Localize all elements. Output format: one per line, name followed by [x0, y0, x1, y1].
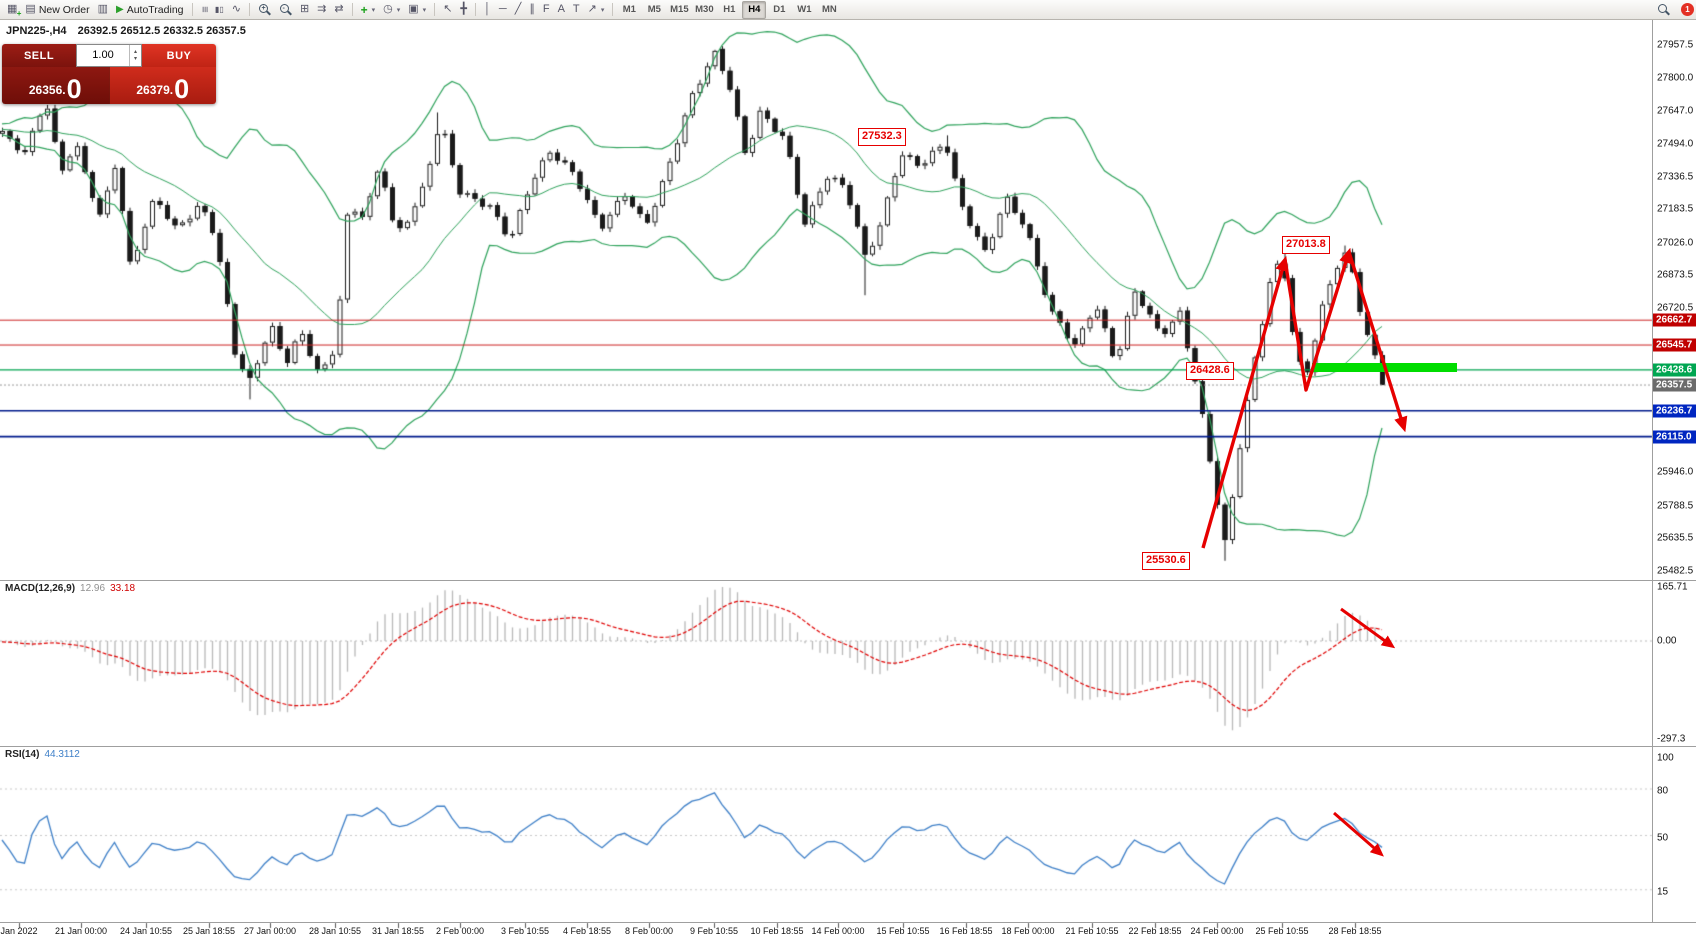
autotrading-button[interactable]: ▶ AutoTrading: [112, 0, 188, 19]
market-watch-button[interactable]: ▥: [94, 0, 112, 19]
horizontal-line-button[interactable]: ─: [495, 0, 511, 19]
timeframe-d1-button[interactable]: D1: [773, 4, 786, 15]
spin-up-icon: ▴: [133, 49, 137, 55]
sell-button[interactable]: SELL: [2, 44, 76, 67]
new-order-label: New Order: [38, 3, 90, 16]
text-icon: A: [557, 3, 565, 15]
zoom-out-button[interactable]: -: [275, 0, 296, 19]
chart-symbol-title: JPN225-,H4: [6, 25, 67, 37]
timeframes-toolbar: M1 M5 M15 M30 H1 H4 D1 W1 MN: [617, 0, 841, 19]
chart-ohlc-values: 26392.5 26512.5 26332.5 26357.5: [77, 25, 246, 37]
pane-separator[interactable]: [0, 922, 1696, 923]
toolbar-separator: [475, 3, 477, 16]
buy-button[interactable]: BUY: [142, 44, 216, 67]
spin-down-icon: ▾: [133, 56, 137, 62]
timeframe-m15-button[interactable]: M15: [670, 4, 689, 15]
templates-button[interactable]: ▣ ▾: [404, 0, 430, 19]
toolbar-separator: [248, 3, 250, 16]
template-icon: ▣: [408, 3, 419, 15]
toolbar-separator: [612, 3, 614, 16]
text-button[interactable]: A: [554, 0, 569, 19]
pane-separator[interactable]: [0, 746, 1696, 747]
auto-scroll-button[interactable]: ⇉: [313, 0, 330, 19]
autotrading-play-icon: ▶: [115, 4, 124, 15]
new-order-icon: ▤: [25, 3, 36, 15]
candlestick-chart-button[interactable]: ▮▯: [211, 0, 228, 19]
volume-stepper[interactable]: ▴ ▾: [129, 45, 141, 66]
price-axis-border: [1652, 19, 1653, 922]
zoom-out-icon: -: [279, 3, 292, 16]
timeframe-w1-button[interactable]: W1: [797, 4, 812, 15]
arrows-button[interactable]: ↗ ▾: [584, 0, 609, 19]
cursor-icon: ↖: [443, 3, 453, 15]
timeframe-m1-button[interactable]: M1: [622, 4, 636, 15]
fibonacci-button[interactable]: F: [539, 0, 554, 19]
chevron-down-icon: ▾: [600, 6, 605, 14]
market-watch-icon: ▥: [97, 3, 108, 15]
toolbar-right-group: 1: [1653, 0, 1696, 19]
main-toolbar: ▦ + ▤ New Order ▥ ▶ AutoTrading ≡ ▮▯ ∿ + …: [0, 0, 1696, 20]
chart-shift-icon: ⇄: [334, 3, 344, 15]
arrow-object-icon: ↗: [587, 3, 597, 15]
periods-button[interactable]: ◷ ▾: [379, 0, 404, 19]
autotrading-label: AutoTrading: [126, 3, 184, 16]
cursor-button[interactable]: ↖: [439, 0, 456, 19]
chart-shift-button[interactable]: ⇄: [330, 0, 347, 19]
volume-value: 1.00: [92, 49, 114, 61]
notification-badge[interactable]: 1: [1681, 3, 1694, 16]
channel-button[interactable]: ∥: [525, 0, 539, 19]
bar-chart-button[interactable]: ≡: [197, 0, 211, 19]
search-icon: [1657, 3, 1670, 16]
text-label-button[interactable]: T: [569, 0, 584, 19]
vertical-line-button[interactable]: │: [480, 0, 495, 19]
text-label-icon: T: [572, 3, 580, 15]
new-chart-icon: ▦ +: [7, 3, 22, 19]
indicators-icon: +: [360, 2, 368, 17]
candlestick-icon: ▮▯: [214, 4, 224, 14]
tile-windows-icon: ⊞: [299, 3, 310, 15]
toolbar-separator: [351, 3, 353, 16]
timeframe-m5-button[interactable]: M5: [647, 4, 661, 15]
one-click-trading-panel: SELL 1.00 ▴ ▾ BUY 26356. 0 26379. 0: [2, 44, 216, 104]
sell-price[interactable]: 26356. 0: [2, 67, 109, 104]
trendline-button[interactable]: ╱: [511, 0, 526, 19]
new-order-button[interactable]: ▤ New Order: [21, 0, 93, 19]
crosshair-button[interactable]: ╋: [456, 0, 471, 19]
toolbar-separator: [434, 3, 436, 16]
crosshair-icon: ╋: [460, 3, 468, 15]
timeframe-h1-button[interactable]: H1: [723, 4, 736, 15]
symbol-info: JPN225-,H4 26392.5 26512.5 26332.5 26357…: [6, 25, 246, 37]
tile-windows-button[interactable]: ⊞: [296, 0, 313, 19]
rsi-indicator-label: RSI(14) 44.3112: [5, 749, 80, 760]
zoom-in-button[interactable]: +: [254, 0, 275, 19]
vertical-line-icon: │: [484, 3, 491, 15]
timeframe-mn-button[interactable]: MN: [821, 4, 837, 15]
auto-scroll-icon: ⇉: [317, 3, 327, 15]
price-chart-canvas[interactable]: [0, 19, 1696, 944]
fibonacci-icon: F: [542, 3, 550, 15]
volume-input[interactable]: 1.00 ▴ ▾: [76, 44, 142, 67]
new-chart-button[interactable]: ▦ +: [3, 0, 21, 19]
pane-separator[interactable]: [0, 580, 1696, 581]
chevron-down-icon: ▾: [422, 6, 427, 14]
horizontal-line-icon: ─: [498, 3, 507, 15]
search-button[interactable]: [1653, 0, 1674, 19]
line-chart-button[interactable]: ∿: [228, 0, 245, 19]
clock-icon: ◷: [383, 3, 393, 15]
macd-indicator-label: MACD(12,26,9) 12.96 33.18: [5, 583, 136, 594]
toolbar-separator: [191, 3, 193, 16]
zoom-in-icon: +: [258, 3, 271, 16]
channel-icon: ∥: [529, 3, 535, 15]
trendline-icon: ╱: [514, 3, 522, 15]
chevron-down-icon: ▾: [371, 6, 376, 14]
chevron-down-icon: ▾: [396, 6, 401, 14]
indicators-button[interactable]: + ▾: [357, 0, 380, 19]
timeframe-h4-button[interactable]: H4: [742, 0, 767, 19]
timeframe-m30-button[interactable]: M30: [695, 4, 714, 15]
line-chart-icon: ∿: [231, 3, 241, 15]
buy-price[interactable]: 26379. 0: [108, 67, 216, 104]
bar-chart-icon: ≡: [198, 6, 211, 13]
